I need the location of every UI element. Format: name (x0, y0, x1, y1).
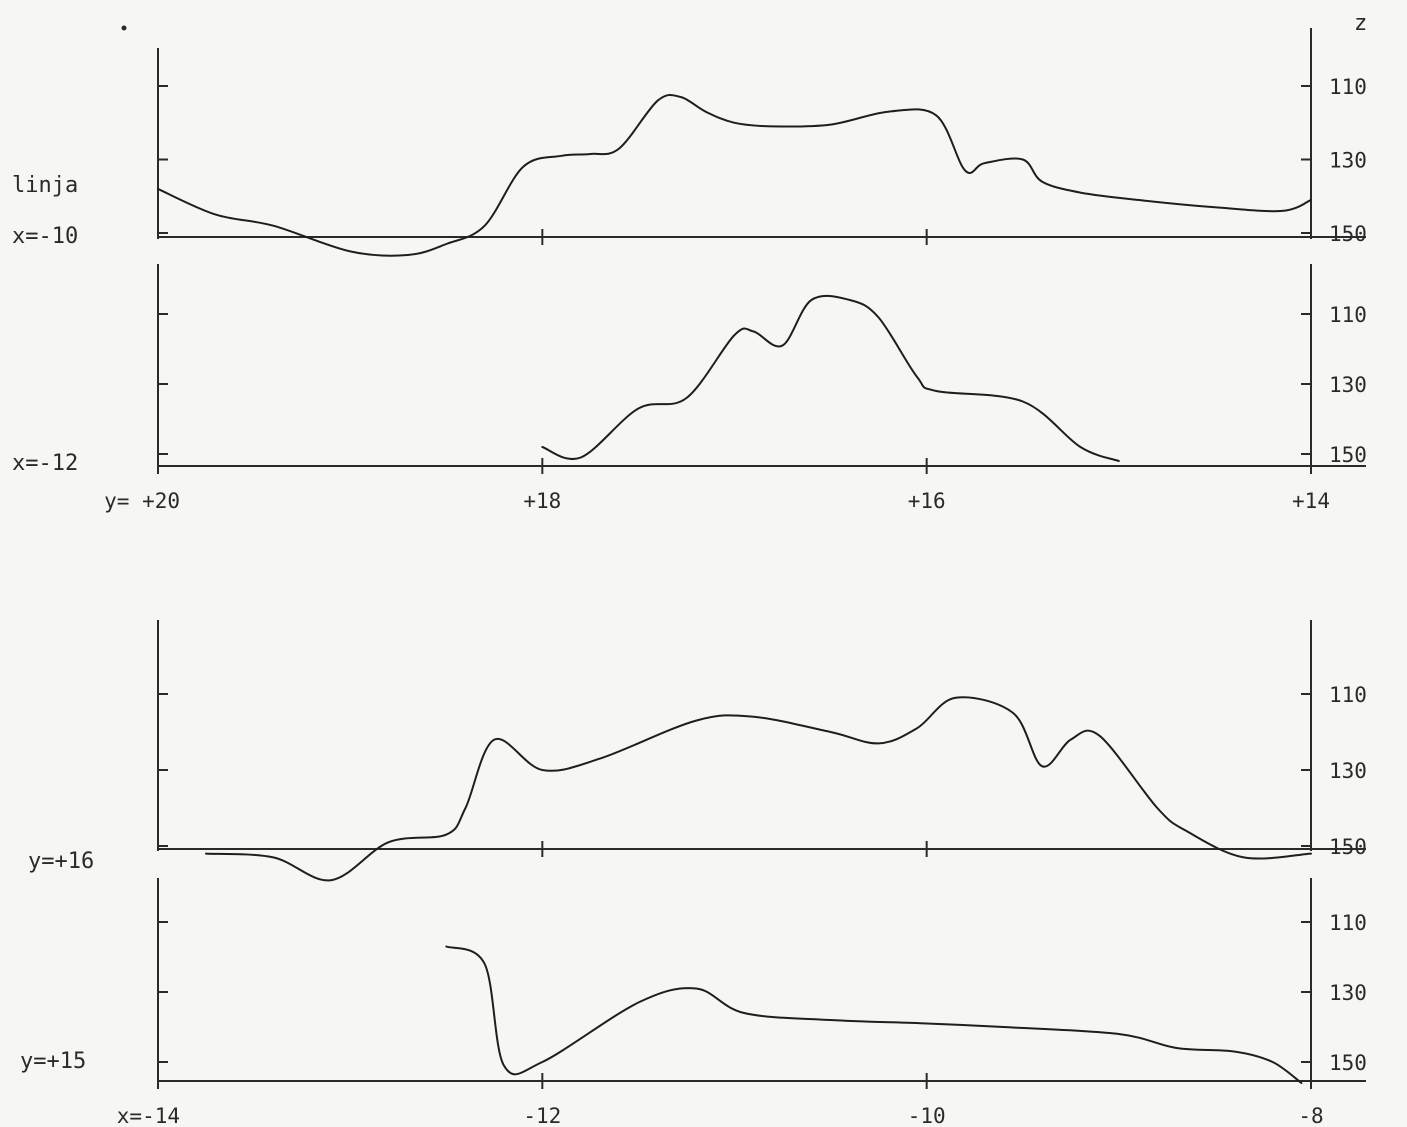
z-tick-label: 130 (1329, 981, 1367, 1005)
profile-line (541, 294, 1120, 462)
panel-x-minus-10: linja x=-10 110 130 150 (12, 28, 1367, 257)
panel-x-minus-12: x=-12 110 130 150 y= +20 +18 +16 +14 (12, 264, 1367, 513)
series-label-y-plus-15: y=+15 (20, 1049, 86, 1074)
x-tick-label: +16 (908, 489, 946, 513)
series-label-y-plus-16: y=+16 (28, 849, 94, 874)
x-tick-label: -12 (523, 1104, 561, 1127)
series-label-x-minus-10: x=-10 (12, 224, 78, 249)
x-tick-label: y= +20 (104, 489, 180, 513)
z-tick-label: 110 (1329, 911, 1367, 935)
series-label-x-minus-12: x=-12 (12, 451, 78, 476)
profile-line (445, 945, 1303, 1084)
z-tick-label: 110 (1329, 683, 1367, 707)
linja-label: linja (12, 173, 78, 198)
z-tick-label: 110 (1329, 75, 1367, 99)
z-tick-label: 130 (1329, 759, 1367, 783)
x-tick-label: +18 (523, 489, 561, 513)
panel-y-plus-16: y=+16 110 130 150 (28, 620, 1367, 882)
z-tick-label: 150 (1329, 1051, 1367, 1075)
z-tick-label: 150 (1329, 835, 1367, 859)
stray-dot (121, 25, 127, 31)
z-tick-label: 130 (1329, 373, 1367, 397)
panel-y-plus-15: y=+15 110 130 150 x=-14 -12 -10 -8 (20, 878, 1367, 1127)
x-tick-label: -10 (908, 1104, 946, 1127)
x-tick-label: +14 (1292, 489, 1330, 513)
z-tick-label: 150 (1329, 443, 1367, 467)
z-tick-label: 150 (1329, 222, 1367, 246)
x-tick-label: x=-14 (117, 1104, 180, 1127)
z-tick-label: 110 (1329, 303, 1367, 327)
z-tick-label: 130 (1329, 149, 1367, 173)
profile-line (157, 93, 1312, 257)
x-tick-label: -8 (1298, 1104, 1323, 1127)
z-axis-label: z (1354, 11, 1367, 36)
profile-line (205, 696, 1312, 882)
